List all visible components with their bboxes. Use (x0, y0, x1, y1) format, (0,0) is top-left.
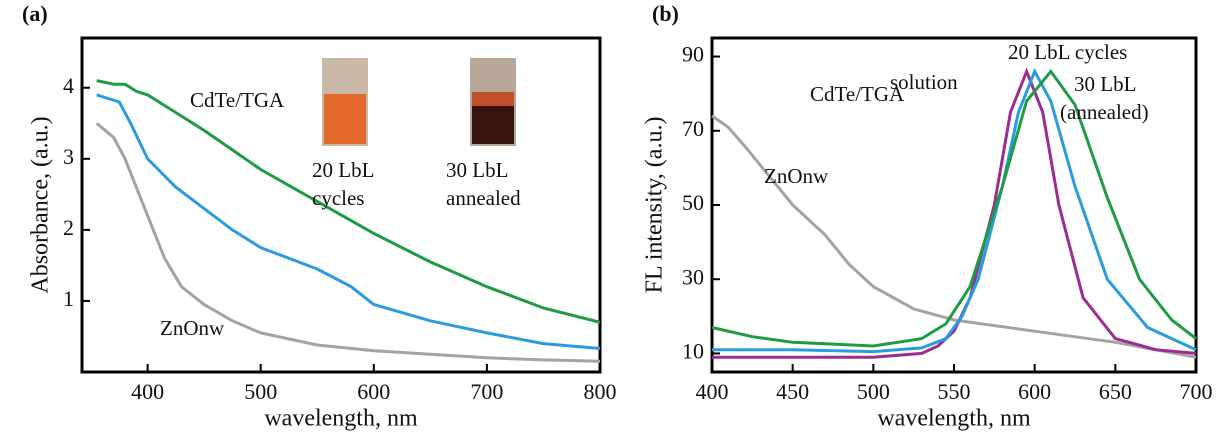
x-tick-label: 550 (938, 379, 971, 404)
annotation: 30 LbL (446, 158, 508, 182)
annotation: cycles (312, 186, 364, 210)
photo-liquid (324, 94, 366, 144)
x-tick-label: 400 (696, 379, 729, 404)
y-axis-label: FL intensity, (a.u.) (642, 117, 668, 294)
x-tick-label: 600 (1018, 379, 1051, 404)
annotation: ZnOnw (160, 316, 225, 340)
x-tick-label: 500 (244, 379, 277, 404)
x-tick-label: 700 (470, 379, 503, 404)
annotation: annealed (446, 186, 521, 210)
photos (322, 58, 516, 146)
panel-label: (b) (652, 1, 679, 26)
y-tick-label: 2 (63, 215, 74, 240)
annotation: ZnOnw (764, 164, 829, 188)
panel-label: (a) (22, 1, 48, 26)
x-tick-label: 500 (857, 379, 890, 404)
y-tick-label: 4 (63, 73, 74, 98)
annotation: 20 LbL (312, 158, 374, 182)
x-tick-label: 700 (1180, 379, 1213, 404)
x-axis-label: wavelength, nm (877, 406, 1031, 432)
y-tick-label: 1 (63, 286, 74, 311)
data-line (711, 114, 1197, 359)
x-tick-label: 400 (131, 379, 164, 404)
y-tick-label: 10 (682, 338, 704, 363)
data-line (711, 68, 1197, 348)
y-tick-label: 50 (682, 190, 704, 215)
annotation: CdTe/TGA (810, 82, 905, 106)
plot-frame (80, 36, 602, 374)
annotation: 20 LbL cycles (1008, 40, 1127, 64)
annotation: 30 LbL (1074, 72, 1136, 96)
photo-liquid (472, 92, 514, 106)
x-tick-label: 650 (1099, 379, 1132, 404)
x-tick-label: 800 (584, 379, 617, 404)
x-tick-label: 450 (776, 379, 809, 404)
y-tick-label: 3 (63, 144, 74, 169)
data-line (96, 79, 601, 324)
annotation: CdTe/TGA (190, 88, 285, 112)
data-line (712, 67, 1197, 359)
photo-liquid (472, 106, 514, 144)
x-tick-label: 600 (357, 379, 390, 404)
annotation: solution (890, 70, 958, 94)
annotation: (annealed) (1060, 100, 1149, 124)
y-tick-label: 90 (682, 42, 704, 67)
y-tick-label: 30 (682, 264, 704, 289)
data-line (95, 122, 601, 363)
x-axis-label: wavelength, nm (264, 406, 418, 432)
data-line (96, 93, 601, 350)
y-tick-label: 70 (682, 116, 704, 141)
y-axis-label: Absorbance, (a.u.) (28, 116, 54, 293)
